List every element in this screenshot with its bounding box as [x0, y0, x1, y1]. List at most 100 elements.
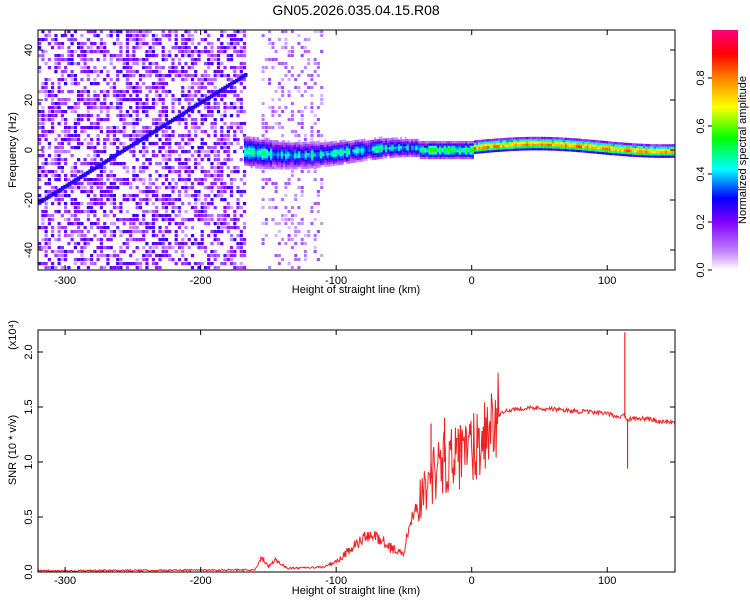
heatmap-cell — [233, 46, 237, 50]
heatmap-band-cell — [402, 150, 405, 153]
heatmap-cell — [129, 106, 133, 110]
heatmap-cell — [103, 94, 107, 98]
heatmap-band-cell — [246, 158, 249, 162]
heatmap-cell — [164, 82, 169, 86]
heatmap-cell — [109, 234, 113, 238]
heatmap-cell — [226, 254, 230, 258]
heatmap-cell — [145, 202, 149, 206]
heatmap-band-cell — [274, 155, 277, 159]
heatmap-cell — [64, 82, 68, 86]
heatmap-cell — [135, 46, 139, 50]
heatmap-chirp-cell — [122, 148, 127, 153]
heatmap-y-tick-label: 40 — [23, 44, 35, 56]
heatmap-cell — [135, 86, 139, 90]
heatmap-cell — [168, 150, 172, 154]
heatmap-band-cell — [452, 154, 455, 157]
heatmap-cell — [181, 38, 185, 42]
heatmap-cell — [57, 226, 61, 230]
heatmap-cell — [300, 242, 304, 245]
heatmap-cell — [77, 210, 81, 214]
heatmap-cell — [47, 218, 51, 222]
heatmap-cell — [83, 242, 87, 246]
heatmap-band-cell — [293, 167, 297, 170]
heatmap-cell — [168, 134, 172, 138]
heatmap-cell — [119, 234, 123, 238]
heatmap-chirp-cell — [38, 200, 42, 205]
heatmap-cell — [116, 146, 120, 150]
heatmap-cell — [73, 230, 77, 234]
heatmap-cell — [93, 34, 97, 38]
heatmap-cell — [239, 82, 243, 86]
heatmap-band-cell — [374, 157, 377, 160]
heatmap-band-cell — [649, 155, 652, 158]
heatmap-band-cell — [469, 147, 472, 151]
heatmap-band-cell — [560, 141, 563, 145]
heatmap-band-cell — [549, 137, 552, 140]
heatmap-band-cell — [645, 146, 648, 149]
heatmap-cell — [242, 222, 247, 226]
heatmap-band-cell — [575, 138, 578, 141]
heatmap-band-cell — [358, 146, 362, 149]
heatmap-band-cell — [352, 149, 355, 152]
heatmap-band-cell — [280, 140, 284, 143]
heatmap-cell — [274, 186, 278, 189]
heatmap-band-cell — [343, 141, 346, 145]
heatmap-cell — [60, 110, 64, 114]
heatmap-cell — [99, 238, 103, 242]
heatmap-cell — [171, 94, 175, 98]
heatmap-cell — [83, 210, 87, 214]
heatmap-band-cell — [391, 137, 394, 140]
heatmap-cell — [119, 98, 123, 102]
heatmap-y-tick-label: -20 — [23, 192, 35, 208]
heatmap-band-cell — [280, 142, 284, 145]
heatmap-cell — [236, 122, 240, 126]
heatmap-cell — [200, 122, 204, 126]
heatmap-band-cell — [450, 141, 453, 144]
heatmap-band-cell — [647, 153, 650, 156]
heatmap-cell — [200, 142, 204, 146]
heatmap-band-cell — [356, 153, 359, 156]
heatmap-band-cell — [460, 156, 464, 160]
heatmap-band-cell — [317, 147, 320, 150]
heatmap-band-cell — [402, 152, 405, 156]
heatmap-band-cell — [261, 144, 264, 147]
heatmap-band-cell — [545, 139, 548, 142]
heatmap-cell — [125, 218, 129, 222]
heatmap-band-cell — [317, 151, 320, 155]
heatmap-cell — [177, 122, 182, 126]
heatmap-cell — [187, 246, 191, 250]
heatmap-band-cell — [343, 143, 346, 147]
heatmap-band-cell — [276, 151, 279, 154]
heatmap-cell — [277, 106, 281, 109]
heatmap-cell — [44, 162, 48, 166]
heatmap-cell — [44, 134, 48, 138]
heatmap-band-cell — [296, 155, 299, 159]
heatmap-cell — [229, 190, 234, 194]
heatmap-band-cell — [363, 147, 366, 151]
heatmap-band-cell — [369, 151, 372, 154]
heatmap-cell — [116, 150, 120, 154]
heatmap-cell — [220, 242, 224, 246]
heatmap-band-cell — [274, 140, 277, 143]
heatmap-band-cell — [287, 153, 290, 157]
heatmap-band-cell — [506, 144, 509, 147]
heatmap-band-cell — [270, 155, 273, 159]
heatmap-cell — [109, 238, 113, 242]
heatmap-cell — [90, 42, 94, 46]
heatmap-cell — [268, 38, 272, 41]
heatmap-cell — [210, 82, 214, 86]
heatmap-band-cell — [302, 159, 305, 163]
heatmap-band-cell — [304, 159, 307, 163]
heatmap-cell — [148, 74, 152, 78]
heatmap-cell — [112, 66, 116, 70]
heatmap-cell — [135, 186, 139, 190]
heatmap-cell — [155, 90, 159, 94]
heatmap-cell — [70, 170, 74, 174]
heatmap-cell — [145, 138, 149, 142]
heatmap-cell — [277, 98, 281, 101]
heatmap-cell — [70, 58, 74, 62]
heatmap-band-cell — [504, 149, 507, 152]
heatmap-band-cell — [428, 152, 431, 155]
heatmap-band-cell — [274, 164, 277, 168]
heatmap-band-cell — [244, 163, 247, 166]
